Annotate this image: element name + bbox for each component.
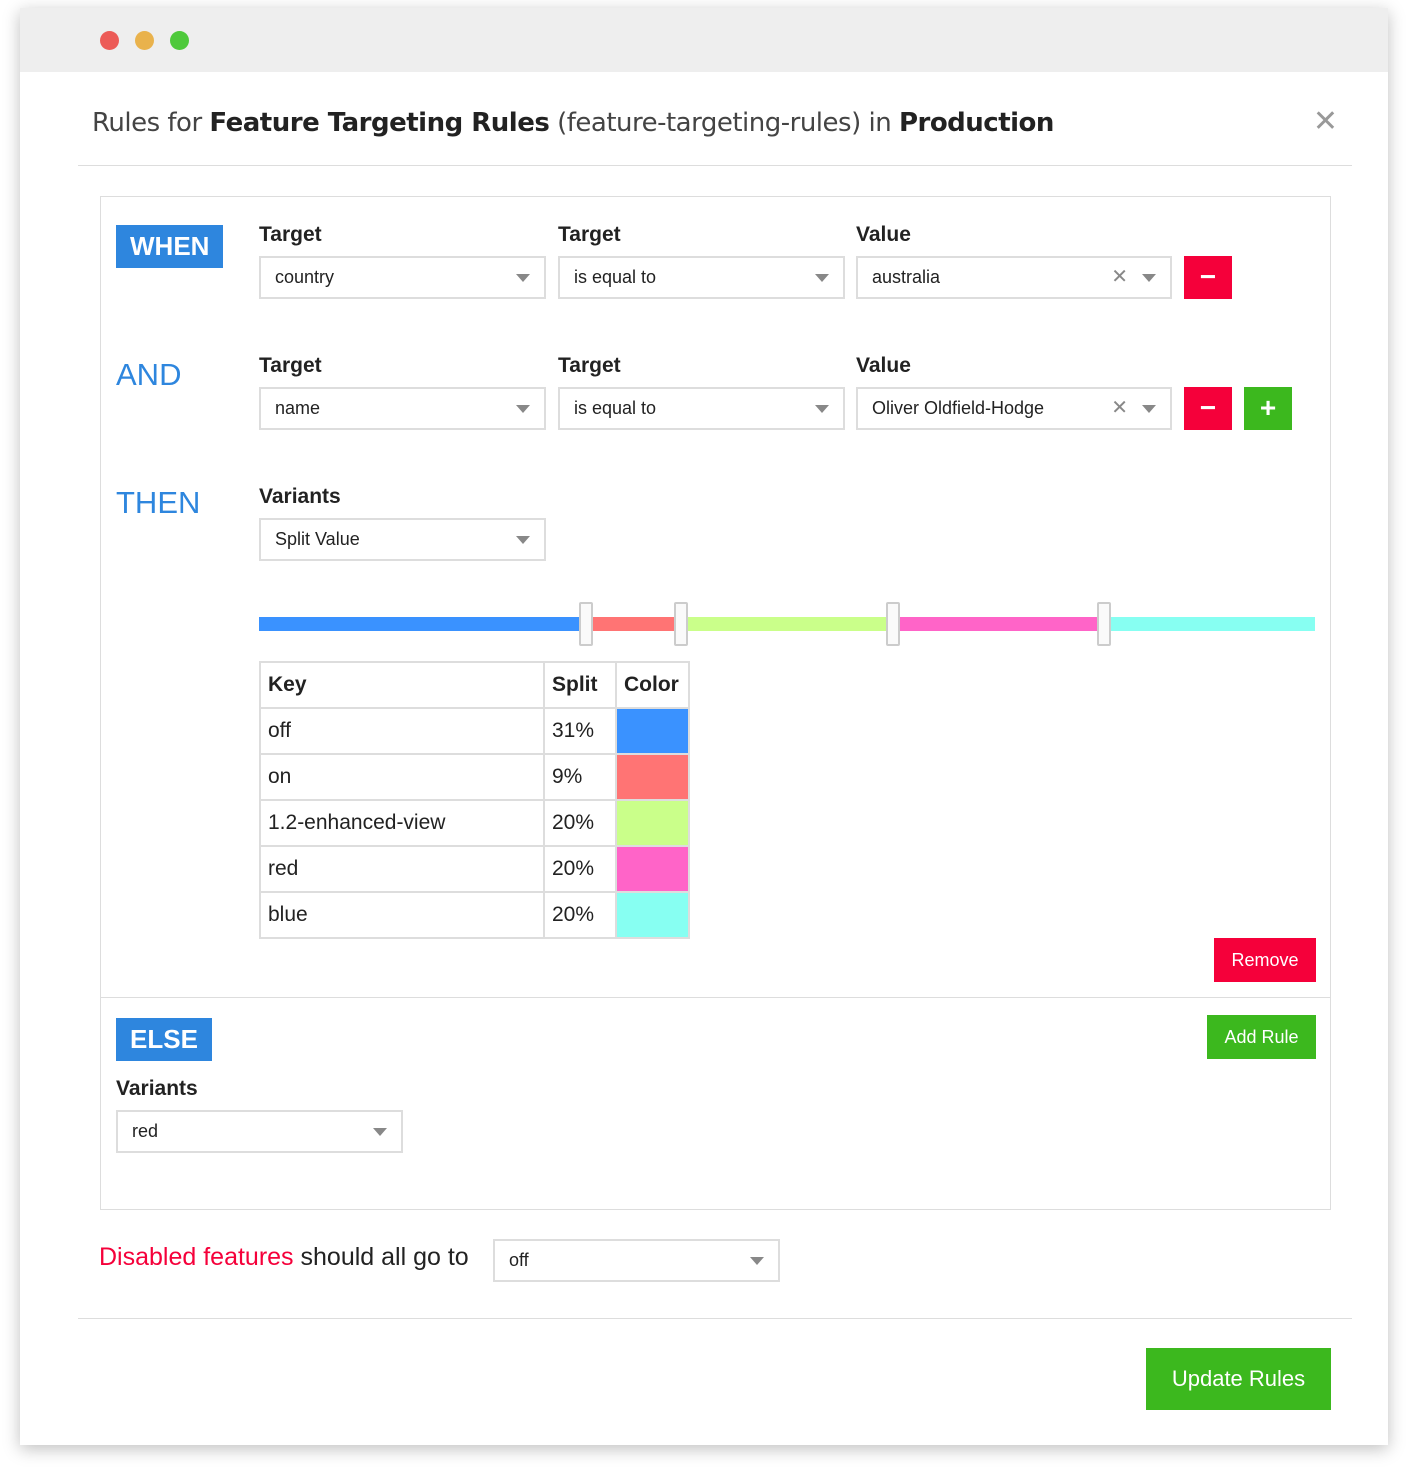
when-target-select[interactable]: country bbox=[259, 256, 546, 299]
and-keyword: AND bbox=[116, 357, 182, 392]
clear-icon[interactable]: ✕ bbox=[1111, 266, 1128, 288]
value-label: Value bbox=[856, 354, 911, 377]
disabled-features-suffix: should all go to bbox=[293, 1243, 469, 1271]
chevron-down-icon bbox=[373, 1128, 387, 1136]
variant-color-swatch bbox=[615, 845, 690, 893]
and-target-select[interactable]: name bbox=[259, 387, 546, 430]
update-rules-button[interactable]: Update Rules bbox=[1146, 1348, 1331, 1410]
then-variants-select[interactable]: Split Value bbox=[259, 518, 546, 561]
else-variants-select[interactable]: red bbox=[116, 1110, 403, 1153]
split-segment bbox=[259, 617, 587, 631]
split-segment bbox=[586, 617, 682, 631]
divider bbox=[101, 997, 1330, 998]
variant-color-swatch bbox=[615, 707, 690, 755]
column-header-key: Key bbox=[259, 661, 545, 709]
selected-value: Split Value bbox=[275, 529, 360, 549]
variant-split: 9% bbox=[543, 753, 617, 801]
selected-value: red bbox=[132, 1121, 159, 1141]
selected-value: is equal to bbox=[574, 267, 657, 287]
split-slider[interactable] bbox=[259, 602, 1315, 646]
chevron-down-icon bbox=[1142, 274, 1156, 282]
variant-key: 1.2-enhanced-view bbox=[259, 799, 545, 847]
operator-label: Target bbox=[558, 354, 621, 377]
variant-key: off bbox=[259, 707, 545, 755]
table-row: off 31% bbox=[259, 707, 690, 755]
variant-split: 20% bbox=[543, 799, 617, 847]
maximize-window-button[interactable] bbox=[170, 31, 189, 50]
column-header-split: Split bbox=[543, 661, 617, 709]
split-handle[interactable] bbox=[1096, 602, 1111, 646]
then-keyword: THEN bbox=[116, 485, 201, 520]
variant-key: red bbox=[259, 845, 545, 893]
target-label: Target bbox=[259, 354, 322, 377]
disabled-features-text: Disabled features should all go to bbox=[99, 1243, 469, 1272]
environment-name: Production bbox=[898, 108, 1055, 138]
table-row: blue 20% bbox=[259, 891, 690, 939]
else-badge: ELSE bbox=[116, 1018, 212, 1061]
split-segment bbox=[1103, 617, 1315, 631]
when-value-select[interactable]: australia ✕ bbox=[856, 256, 1172, 299]
modal-window: Rules for Feature Targeting Rules (featu… bbox=[20, 8, 1388, 1445]
close-icon[interactable]: ✕ bbox=[1312, 105, 1338, 138]
operator-label: Target bbox=[558, 223, 621, 246]
close-window-button[interactable] bbox=[100, 31, 119, 50]
variant-key: on bbox=[259, 753, 545, 801]
minimize-window-button[interactable] bbox=[135, 31, 154, 50]
chevron-down-icon bbox=[815, 405, 829, 413]
column-header-color: Color bbox=[615, 661, 690, 709]
variants-label: Variants bbox=[259, 485, 341, 508]
variant-color-swatch bbox=[615, 891, 690, 939]
variant-key: blue bbox=[259, 891, 545, 939]
table-row: on 9% bbox=[259, 753, 690, 801]
variant-split: 20% bbox=[543, 845, 617, 893]
target-label: Target bbox=[259, 223, 322, 246]
page-title: Rules for Feature Targeting Rules (featu… bbox=[92, 108, 1054, 138]
variant-color-swatch bbox=[615, 799, 690, 847]
selected-value: name bbox=[275, 398, 321, 418]
value-label: Value bbox=[856, 223, 911, 246]
chevron-down-icon bbox=[516, 536, 530, 544]
add-condition-button[interactable]: + bbox=[1244, 387, 1292, 430]
add-rule-button[interactable]: Add Rule bbox=[1207, 1015, 1316, 1059]
split-table: Key Split Color off 31% on 9% 1.2-enhanced-v… bbox=[259, 661, 690, 939]
when-badge: WHEN bbox=[116, 225, 224, 268]
variant-split: 20% bbox=[543, 891, 617, 939]
disabled-features-label: Disabled features bbox=[99, 1243, 294, 1271]
and-operator-select[interactable]: is equal to bbox=[558, 387, 845, 430]
variants-label: Variants bbox=[116, 1077, 198, 1100]
split-handle[interactable] bbox=[885, 602, 900, 646]
selected-value: off bbox=[509, 1250, 529, 1270]
variant-color-swatch bbox=[615, 753, 690, 801]
disabled-variant-select[interactable]: off bbox=[493, 1239, 780, 1282]
split-segment bbox=[681, 617, 893, 631]
and-value-select[interactable]: Oliver Oldfield-Hodge ✕ bbox=[856, 387, 1172, 430]
selected-value: is equal to bbox=[574, 398, 657, 418]
chevron-down-icon bbox=[1142, 405, 1156, 413]
rules-panel: WHEN Target Target Value country is equa… bbox=[100, 196, 1331, 1210]
remove-condition-button[interactable]: − bbox=[1184, 387, 1232, 430]
chevron-down-icon bbox=[815, 274, 829, 282]
title-bar bbox=[20, 8, 1388, 72]
divider bbox=[78, 165, 1352, 166]
title-prefix: Rules for bbox=[92, 108, 210, 138]
feature-name: Feature Targeting Rules bbox=[209, 108, 550, 138]
divider bbox=[78, 1318, 1352, 1319]
split-segment bbox=[892, 617, 1104, 631]
variant-split: 31% bbox=[543, 707, 617, 755]
remove-condition-button[interactable]: − bbox=[1184, 256, 1232, 299]
remove-rule-button[interactable]: Remove bbox=[1214, 938, 1316, 982]
selected-value: Oliver Oldfield-Hodge bbox=[872, 398, 1045, 418]
feature-key: (feature-targeting-rules) in bbox=[549, 108, 899, 138]
chevron-down-icon bbox=[516, 274, 530, 282]
selected-value: country bbox=[275, 267, 335, 287]
when-operator-select[interactable]: is equal to bbox=[558, 256, 845, 299]
split-handle[interactable] bbox=[674, 602, 689, 646]
selected-value: australia bbox=[872, 267, 941, 287]
chevron-down-icon bbox=[516, 405, 530, 413]
split-handle[interactable] bbox=[579, 602, 594, 646]
chevron-down-icon bbox=[750, 1257, 764, 1265]
clear-icon[interactable]: ✕ bbox=[1111, 397, 1128, 419]
table-row: red 20% bbox=[259, 845, 690, 893]
table-row: 1.2-enhanced-view 20% bbox=[259, 799, 690, 847]
